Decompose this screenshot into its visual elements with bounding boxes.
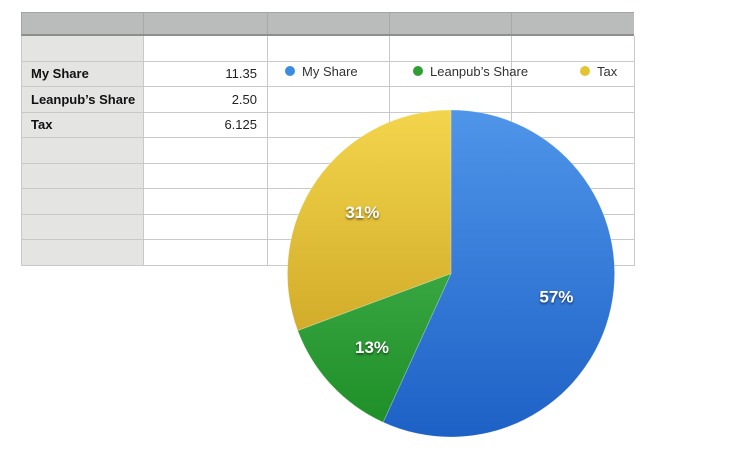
table-cell[interactable] [22, 189, 144, 215]
legend-label: Leanpub’s Share [430, 63, 529, 79]
table-cell[interactable] [390, 87, 512, 113]
table-cell[interactable] [144, 36, 268, 62]
table-cell[interactable] [22, 163, 144, 190]
pie-percent-label: 13% [355, 338, 389, 357]
pie-slice-tax[interactable] [287, 109, 452, 331]
table-cell[interactable] [268, 61, 390, 88]
table-cell[interactable] [22, 138, 144, 164]
value-cell-tax[interactable]: 6.125 [144, 112, 268, 139]
row-label-cell-my-share[interactable]: My Share [22, 61, 144, 88]
table-cell[interactable] [144, 163, 268, 190]
legend-swatch-my-share [285, 66, 295, 76]
table-cell[interactable] [144, 138, 268, 164]
legend-swatch-leanpubs-share [413, 66, 423, 76]
pie-percent-label: 31% [345, 203, 379, 222]
column-header[interactable] [268, 13, 390, 34]
legend-item-my-share[interactable]: My Share [285, 63, 358, 79]
table-cell[interactable] [390, 61, 512, 88]
table-cell[interactable] [144, 189, 268, 215]
table-cell[interactable] [512, 36, 635, 62]
table-cell[interactable] [22, 240, 144, 266]
table-cell[interactable] [268, 36, 390, 62]
table-cell[interactable] [390, 36, 512, 62]
table-cell[interactable] [512, 87, 635, 113]
pie-slice-my-share[interactable] [382, 109, 615, 438]
table-cell[interactable] [144, 214, 268, 241]
row-label-cell-tax[interactable]: Tax [22, 112, 144, 139]
pie-slice-leanpub-s-share[interactable] [297, 272, 452, 423]
value-cell-my-share[interactable]: 11.35 [144, 61, 268, 88]
legend-item-tax[interactable]: Tax [580, 63, 617, 79]
table-cell[interactable] [144, 240, 268, 266]
pie-percent-label: 57% [539, 287, 573, 306]
column-header[interactable] [22, 13, 144, 34]
header-row [21, 12, 634, 36]
row-label-cell-leanpubs-share[interactable]: Leanpub’s Share [22, 87, 144, 113]
legend-label: My Share [302, 63, 358, 79]
legend-item-leanpubs-share[interactable]: Leanpub’s Share [413, 63, 528, 79]
legend-label: Tax [597, 63, 618, 79]
legend-swatch-tax [580, 66, 590, 76]
column-header[interactable] [144, 13, 268, 34]
table-cell[interactable] [22, 214, 144, 241]
table-cell[interactable] [22, 36, 144, 62]
table-cell[interactable] [512, 61, 635, 88]
value-cell-leanpubs-share[interactable]: 2.50 [144, 87, 268, 113]
table-cell[interactable] [268, 87, 390, 113]
column-header[interactable] [390, 13, 512, 34]
